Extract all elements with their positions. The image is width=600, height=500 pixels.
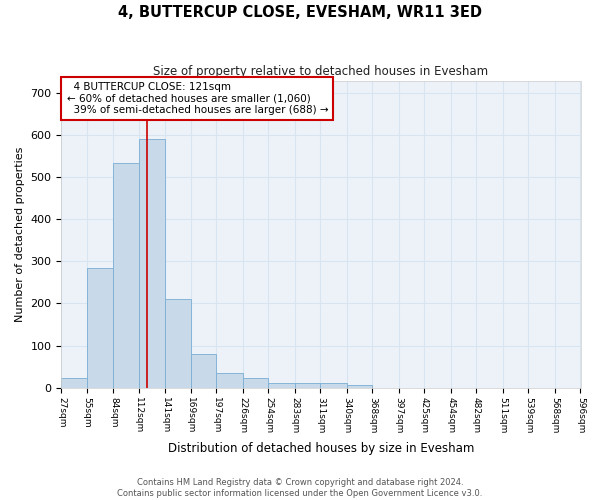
X-axis label: Distribution of detached houses by size in Evesham: Distribution of detached houses by size … [168, 442, 474, 455]
Bar [191, 354, 217, 388]
Text: 4 BUTTERCUP CLOSE: 121sqm
← 60% of detached houses are smaller (1,060)
  39% of : 4 BUTTERCUP CLOSE: 121sqm ← 60% of detac… [67, 82, 328, 116]
Bar [243, 378, 268, 388]
Text: 4, BUTTERCUP CLOSE, EVESHAM, WR11 3ED: 4, BUTTERCUP CLOSE, EVESHAM, WR11 3ED [118, 5, 482, 20]
Bar [139, 140, 166, 388]
Bar [268, 384, 295, 388]
Text: Contains HM Land Registry data © Crown copyright and database right 2024.
Contai: Contains HM Land Registry data © Crown c… [118, 478, 482, 498]
Bar [87, 268, 113, 388]
Bar [295, 384, 320, 388]
Bar [61, 378, 87, 388]
Bar [166, 300, 191, 388]
Bar [113, 162, 139, 388]
Title: Size of property relative to detached houses in Evesham: Size of property relative to detached ho… [154, 65, 488, 78]
Bar [320, 384, 347, 388]
Bar [217, 373, 243, 388]
Bar [347, 384, 373, 388]
Y-axis label: Number of detached properties: Number of detached properties [15, 146, 25, 322]
